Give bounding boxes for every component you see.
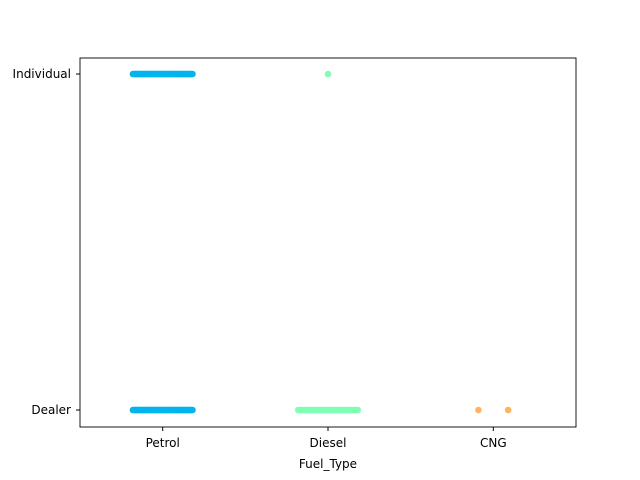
point-diesel-dealer	[354, 406, 362, 414]
x-tick-label-petrol: Petrol	[146, 436, 180, 450]
x-tick-label-cng: CNG	[480, 436, 507, 450]
point-petrol-dealer	[189, 406, 196, 414]
y-tick-label-dealer: Dealer	[31, 403, 71, 417]
point-petrol-individual	[189, 70, 196, 78]
points-layer	[129, 70, 512, 414]
x-tick-label-diesel: Diesel	[310, 436, 347, 450]
point-diesel-individual	[324, 70, 332, 78]
y-tick-label-individual: Individual	[13, 67, 71, 81]
x-axis-title: Fuel_Type	[299, 457, 357, 471]
point-cng-dealer	[504, 406, 512, 414]
point-cng-dealer	[475, 406, 482, 414]
plot-area	[80, 58, 576, 427]
